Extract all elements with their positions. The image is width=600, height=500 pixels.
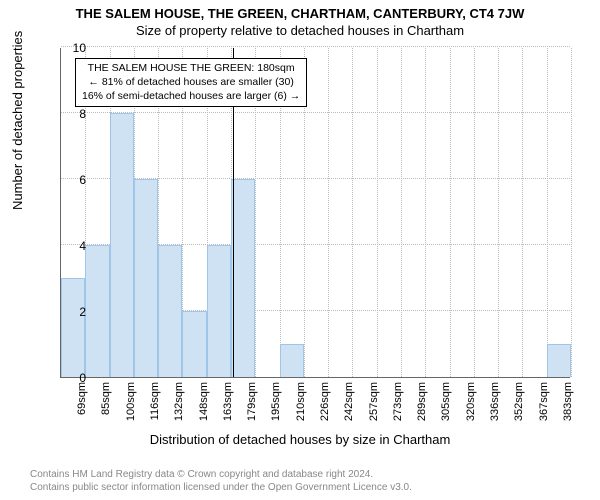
x-tick-label: 242sqm <box>343 382 355 421</box>
x-tick-label: 273sqm <box>392 382 404 421</box>
gridline-vertical <box>377 48 378 377</box>
annotation-line-3: 16% of semi-detached houses are larger (… <box>82 89 300 103</box>
x-tick-label: 163sqm <box>222 382 234 421</box>
y-tick-label: 6 <box>46 173 86 187</box>
histogram-bar <box>85 245 109 377</box>
chart-subtitle: Size of property relative to detached ho… <box>0 21 600 38</box>
x-tick-label: 257sqm <box>368 382 380 421</box>
x-tick-label: 320sqm <box>465 382 477 421</box>
gridline-vertical <box>571 48 572 377</box>
histogram-bar <box>61 278 85 377</box>
gridline-vertical <box>425 48 426 377</box>
histogram-bar <box>134 179 158 377</box>
x-tick-label: 383sqm <box>562 382 574 421</box>
reference-annotation: THE SALEM HOUSE THE GREEN: 180sqm ← 81% … <box>75 58 307 107</box>
gridline-vertical <box>401 48 402 377</box>
y-tick-label: 4 <box>46 239 86 253</box>
x-tick-label: 352sqm <box>513 382 525 421</box>
x-tick-label: 367sqm <box>538 382 550 421</box>
x-tick-label: 179sqm <box>246 382 258 421</box>
x-tick-label: 289sqm <box>416 382 428 421</box>
x-tick-label: 305sqm <box>440 382 452 421</box>
histogram-bar <box>158 245 182 377</box>
histogram-bar <box>110 113 134 377</box>
gridline-vertical <box>328 48 329 377</box>
x-tick-label: 85sqm <box>100 382 112 415</box>
y-tick-label: 2 <box>46 305 86 319</box>
footer-line-1: Contains HM Land Registry data © Crown c… <box>30 469 412 482</box>
gridline-vertical <box>498 48 499 377</box>
x-tick-label: 226sqm <box>319 382 331 421</box>
x-axis-label: Distribution of detached houses by size … <box>0 432 600 447</box>
footer-line-2: Contains public sector information licen… <box>30 482 412 495</box>
annotation-line-2: ← 81% of detached houses are smaller (30… <box>82 75 300 89</box>
x-tick-label: 100sqm <box>125 382 137 421</box>
gridline-vertical <box>474 48 475 377</box>
x-tick-label: 210sqm <box>295 382 307 421</box>
histogram-bar <box>182 311 206 377</box>
x-tick-label: 116sqm <box>149 382 161 420</box>
footer-attribution: Contains HM Land Registry data © Crown c… <box>30 469 412 494</box>
x-tick-label: 195sqm <box>270 382 282 421</box>
x-tick-label: 336sqm <box>489 382 501 421</box>
histogram-bar <box>207 245 231 377</box>
annotation-line-1: THE SALEM HOUSE THE GREEN: 180sqm <box>82 61 300 75</box>
gridline-vertical <box>352 48 353 377</box>
y-tick-label: 8 <box>46 107 86 121</box>
histogram-bar <box>231 179 255 377</box>
gridline-vertical <box>450 48 451 377</box>
gridline-horizontal <box>61 46 570 47</box>
gridline-vertical <box>547 48 548 377</box>
histogram-bar <box>280 344 304 377</box>
y-axis-label: Number of detached properties <box>10 31 25 210</box>
address-title: THE SALEM HOUSE, THE GREEN, CHARTHAM, CA… <box>0 0 600 21</box>
y-tick-label: 10 <box>46 41 86 55</box>
x-tick-label: 148sqm <box>198 382 210 421</box>
gridline-horizontal <box>61 112 570 113</box>
x-tick-label: 132sqm <box>173 382 185 421</box>
x-tick-label: 69sqm <box>76 382 88 415</box>
gridline-vertical <box>522 48 523 377</box>
histogram-bar <box>547 344 571 377</box>
